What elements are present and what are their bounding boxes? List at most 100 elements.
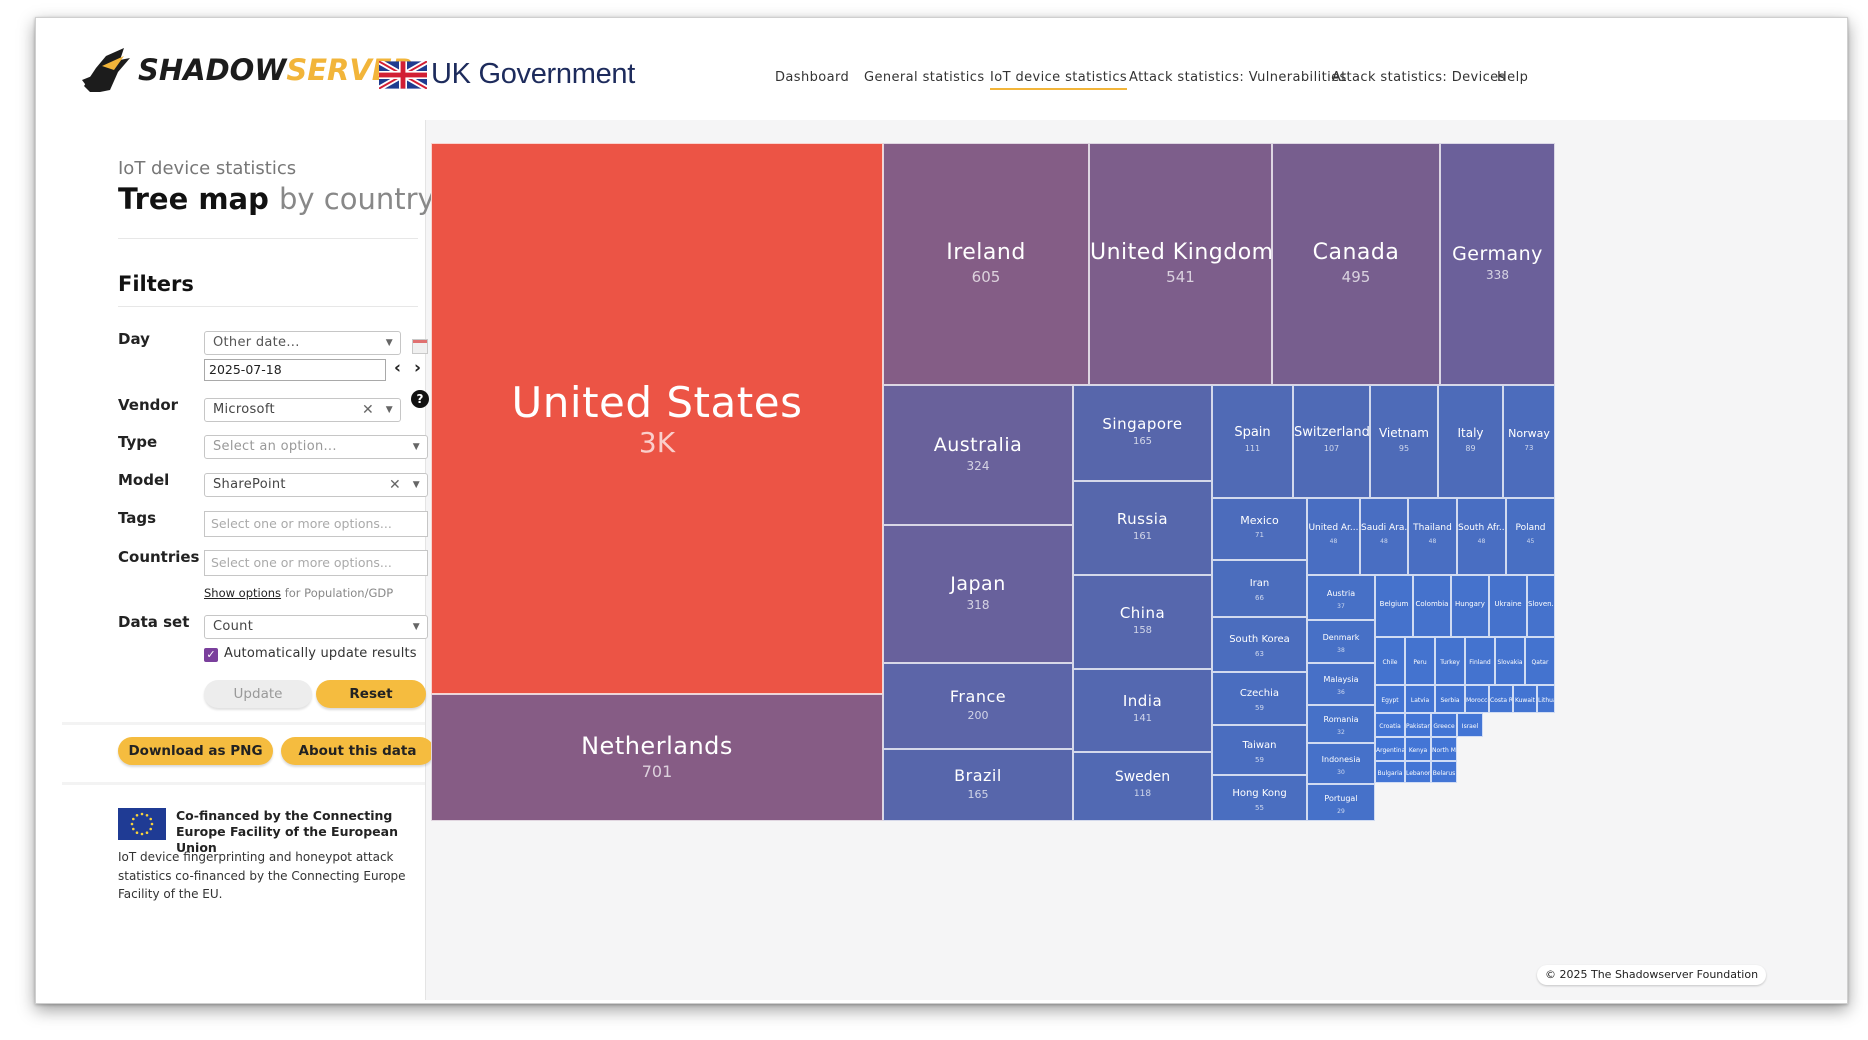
treemap-tile-netherlands[interactable]: Netherlands 701 — [431, 694, 883, 821]
treemap-tile-ireland[interactable]: Ireland 605 — [883, 143, 1089, 385]
treemap-tile-romania[interactable]: Romania 32 — [1307, 705, 1375, 743]
treemap-tile-saudi-ara[interactable]: Saudi Ara... 48 — [1360, 498, 1408, 575]
vendor-select[interactable]: Microsoft ✕ ▼ — [204, 398, 401, 422]
treemap-tile-kenya[interactable]: Kenya — [1405, 737, 1431, 761]
treemap-tile-hong-kong[interactable]: Hong Kong 55 — [1212, 775, 1307, 821]
nav-general-statistics[interactable]: General statistics — [864, 70, 985, 85]
date-input[interactable]: 2025-07-18 — [204, 359, 386, 381]
treemap-tile-finland[interactable]: Finland — [1465, 637, 1495, 685]
treemap-tile-ukraine[interactable]: Ukraine — [1489, 575, 1527, 637]
countries-input[interactable]: Select one or more options... — [204, 550, 428, 576]
treemap-tile-croatia[interactable]: Croatia — [1375, 713, 1405, 737]
calendar-icon[interactable] — [412, 339, 428, 354]
logo-part-shadow: SHADOW — [138, 53, 287, 87]
nav-dashboard[interactable]: Dashboard — [775, 70, 850, 85]
treemap-tile-serbia[interactable]: Serbia — [1435, 685, 1465, 713]
breadcrumb[interactable]: IoT device statistics — [118, 158, 297, 179]
treemap-tile-malaysia[interactable]: Malaysia 36 — [1307, 663, 1375, 705]
treemap-tile-czechia[interactable]: Czechia 59 — [1212, 672, 1307, 725]
treemap-tile-united-kingdom[interactable]: United Kingdom 541 — [1089, 143, 1272, 385]
treemap-tile-pakistan[interactable]: Pakistan — [1405, 713, 1431, 737]
treemap-tile-iran[interactable]: Iran 66 — [1212, 560, 1307, 617]
treemap-tile-singapore[interactable]: Singapore 165 — [1073, 385, 1212, 481]
vendor-help-icon[interactable]: ? — [411, 390, 429, 408]
clear-icon[interactable]: ✕ — [361, 402, 374, 418]
treemap-tile-qatar[interactable]: Qatar — [1525, 637, 1555, 685]
treemap-tile-japan[interactable]: Japan 318 — [883, 525, 1073, 663]
treemap-tile-sloven[interactable]: Sloven... — [1527, 575, 1555, 637]
model-select-value: SharePoint — [213, 477, 286, 492]
download-png-button[interactable]: Download as PNG — [118, 737, 273, 765]
treemap-tile-denmark[interactable]: Denmark 38 — [1307, 620, 1375, 663]
treemap-tile-turkey[interactable]: Turkey — [1435, 637, 1465, 685]
treemap-tile-australia[interactable]: Australia 324 — [883, 385, 1073, 525]
treemap-tile-south-afr[interactable]: South Afr... 48 — [1457, 498, 1506, 575]
treemap-tile-label: Ireland — [946, 239, 1026, 265]
treemap-tile-poland[interactable]: Poland 45 — [1506, 498, 1555, 575]
treemap-tile-france[interactable]: France 200 — [883, 663, 1073, 749]
treemap-tile-label: Poland — [1515, 523, 1546, 533]
treemap-tile-lithuan[interactable]: Lithuan... — [1537, 685, 1555, 713]
treemap-tile-kuwait[interactable]: Kuwait — [1513, 685, 1537, 713]
treemap-tile-south-korea[interactable]: South Korea 63 — [1212, 617, 1307, 672]
treemap-tile-argentina[interactable]: Argentina — [1375, 737, 1405, 761]
treemap-tile-thailand[interactable]: Thailand 48 — [1408, 498, 1457, 575]
treemap-tile-sweden[interactable]: Sweden 118 — [1073, 752, 1212, 821]
treemap-tile-germany[interactable]: Germany 338 — [1440, 143, 1555, 385]
treemap-tile-spain[interactable]: Spain 111 — [1212, 385, 1293, 498]
treemap-tile-belgium[interactable]: Belgium — [1375, 575, 1413, 637]
treemap-tile-bulgaria[interactable]: Bulgaria — [1375, 761, 1405, 783]
day-select[interactable]: Other date... ▼ — [204, 331, 401, 355]
treemap-tile-canada[interactable]: Canada 495 — [1272, 143, 1440, 385]
tags-input[interactable]: Select one or more options... — [204, 511, 428, 537]
uk-government-logo[interactable]: UK Government — [379, 58, 635, 91]
treemap-tile-russia[interactable]: Russia 161 — [1073, 481, 1212, 575]
treemap-tile-israel[interactable]: Israel — [1457, 713, 1483, 737]
nav-attack-vulnerabilities[interactable]: Attack statistics: Vulnerabilities — [1129, 70, 1347, 85]
treemap-tile-belarus[interactable]: Belarus — [1431, 761, 1457, 783]
type-select[interactable]: Select an option... ▼ — [204, 435, 428, 459]
show-options-link[interactable]: Show options — [204, 586, 282, 600]
treemap-tile-colombia[interactable]: Colombia — [1413, 575, 1451, 637]
treemap-tile-india[interactable]: India 141 — [1073, 669, 1212, 752]
treemap-tile-chile[interactable]: Chile — [1375, 637, 1405, 685]
treemap-tile-costa-ri[interactable]: Costa Ri... — [1489, 685, 1513, 713]
treemap-tile-brazil[interactable]: Brazil 165 — [883, 749, 1073, 821]
treemap-tile-value: 111 — [1244, 444, 1261, 453]
treemap-tile-italy[interactable]: Italy 89 — [1438, 385, 1503, 498]
dataset-select[interactable]: Count ▼ — [204, 615, 428, 639]
treemap-tile-china[interactable]: China 158 — [1073, 575, 1212, 669]
clear-icon[interactable]: ✕ — [388, 477, 401, 493]
treemap-tile-egypt[interactable]: Egypt — [1375, 685, 1405, 713]
treemap-tile-hungary[interactable]: Hungary — [1451, 575, 1489, 637]
treemap-tile-peru[interactable]: Peru — [1405, 637, 1435, 685]
nav-attack-devices[interactable]: Attack statistics: Devices — [1332, 70, 1506, 85]
treemap-tile-norway[interactable]: Norway 73 — [1503, 385, 1555, 498]
model-select[interactable]: SharePoint ✕ ▼ — [204, 473, 428, 497]
treemap-tile-greece[interactable]: Greece — [1431, 713, 1457, 737]
treemap-tile-switzerland[interactable]: Switzerland 107 — [1293, 385, 1370, 498]
treemap-tile-label: Costa Ri... — [1490, 697, 1513, 704]
treemap-tile-latvia[interactable]: Latvia — [1405, 685, 1435, 713]
update-button[interactable]: Update — [204, 680, 312, 708]
treemap-tile-morocco[interactable]: Morocco — [1465, 685, 1489, 713]
treemap-tile-taiwan[interactable]: Taiwan 59 — [1212, 725, 1307, 775]
treemap-tile-mexico[interactable]: Mexico 71 — [1212, 498, 1307, 560]
about-data-button[interactable]: About this data — [281, 737, 434, 765]
treemap-tile-label: Switzerland — [1294, 425, 1370, 440]
reset-button[interactable]: Reset — [316, 680, 426, 708]
treemap-tile-portugal[interactable]: Portugal 29 — [1307, 784, 1375, 821]
treemap-tile-north-mac[interactable]: North Mac... — [1431, 737, 1457, 761]
treemap-tile-slovakia[interactable]: Slovakia — [1495, 637, 1525, 685]
treemap-tile-austria[interactable]: Austria 37 — [1307, 575, 1375, 620]
treemap-tile-vietnam[interactable]: Vietnam 95 — [1370, 385, 1438, 498]
treemap-tile-united-ar[interactable]: United Ar... 48 — [1307, 498, 1360, 575]
nav-help[interactable]: Help — [1497, 70, 1529, 85]
treemap-tile-indonesia[interactable]: Indonesia 30 — [1307, 743, 1375, 784]
prev-day-icon[interactable]: ‹ — [394, 358, 402, 378]
auto-update-checkbox[interactable]: ✓ — [204, 648, 218, 662]
next-day-icon[interactable]: › — [414, 358, 422, 378]
treemap-tile-united-states[interactable]: United States 3K — [431, 143, 883, 694]
nav-iot-device-statistics[interactable]: IoT device statistics — [990, 70, 1128, 90]
treemap-tile-lebanon[interactable]: Lebanon — [1405, 761, 1431, 783]
